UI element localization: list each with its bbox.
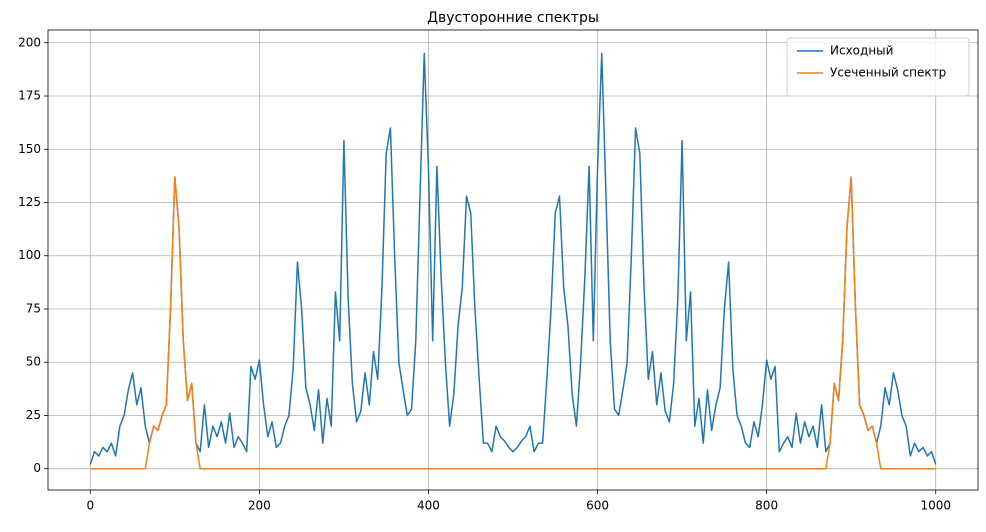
x-tick-label: 400 — [417, 499, 440, 513]
y-tick-label: 100 — [18, 248, 41, 262]
y-tick-label: 50 — [26, 355, 41, 369]
y-tick-label: 125 — [18, 195, 41, 209]
series-line — [90, 176, 936, 470]
legend-label: Исходный — [830, 44, 893, 58]
y-tick-label: 150 — [18, 142, 41, 156]
x-tick-label: 600 — [586, 499, 609, 513]
legend-box — [786, 37, 970, 97]
y-tick-label: 200 — [18, 35, 41, 49]
plot-area — [89, 52, 937, 470]
y-tick-label: 0 — [33, 461, 41, 475]
x-tick-label: 0 — [86, 499, 94, 513]
legend-label: Усеченный спектр — [830, 66, 946, 80]
chart-title: Двусторонние спектры — [427, 10, 599, 26]
y-tick-label: 25 — [26, 408, 41, 422]
series-line — [89, 52, 937, 465]
y-tick-label: 75 — [26, 301, 41, 315]
x-tick-label: 1000 — [920, 499, 951, 513]
axes-frame — [47, 29, 979, 491]
ticks: 0 200 400 600 800 1000 0 25 50 75 100 125 150 175 200 — [18, 35, 951, 512]
x-tick-label: 800 — [755, 499, 778, 513]
x-tick-label: 200 — [248, 499, 271, 513]
y-tick-label: 175 — [18, 89, 41, 103]
legend: Исходный Усеченный спектр — [786, 37, 970, 97]
